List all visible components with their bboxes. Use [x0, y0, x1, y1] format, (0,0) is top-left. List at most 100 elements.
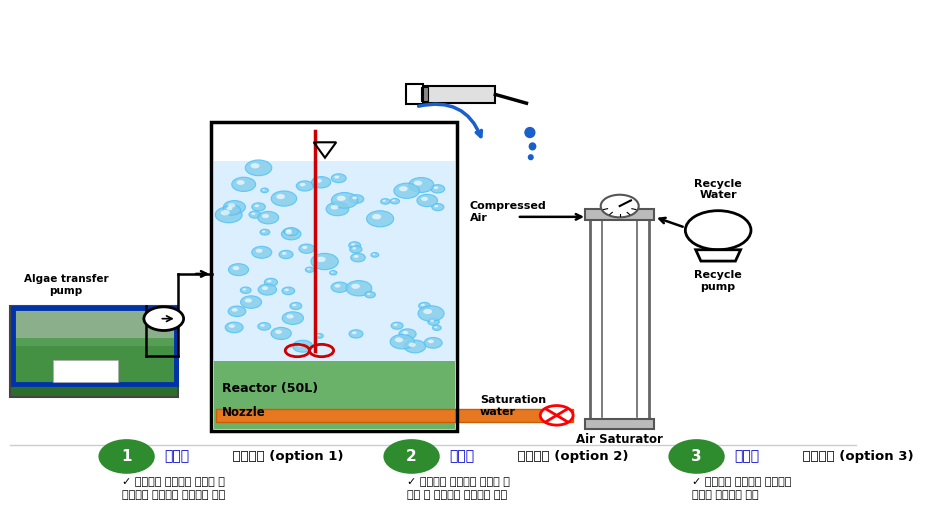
Circle shape — [290, 302, 302, 310]
Circle shape — [334, 284, 341, 287]
Circle shape — [372, 253, 375, 255]
Circle shape — [306, 267, 314, 272]
Circle shape — [351, 243, 355, 246]
Circle shape — [232, 177, 256, 191]
Circle shape — [245, 160, 271, 176]
Circle shape — [351, 253, 365, 262]
Bar — [406, 84, 423, 104]
Circle shape — [367, 293, 370, 295]
Circle shape — [282, 287, 294, 295]
Circle shape — [424, 338, 442, 348]
Circle shape — [307, 268, 310, 270]
Circle shape — [293, 340, 313, 352]
Circle shape — [232, 266, 239, 270]
Ellipse shape — [528, 154, 533, 160]
Circle shape — [350, 246, 362, 253]
Circle shape — [418, 306, 444, 321]
Circle shape — [349, 330, 363, 338]
Circle shape — [408, 177, 433, 192]
Circle shape — [241, 296, 261, 308]
Circle shape — [260, 324, 265, 327]
Bar — [585, 209, 655, 220]
Bar — [214, 361, 455, 429]
Circle shape — [311, 176, 331, 188]
Circle shape — [601, 195, 639, 217]
Circle shape — [284, 227, 298, 236]
Bar — [216, 408, 573, 422]
Circle shape — [332, 174, 346, 183]
Circle shape — [225, 322, 244, 333]
Bar — [10, 306, 179, 398]
Circle shape — [257, 323, 270, 330]
Circle shape — [349, 195, 364, 203]
Circle shape — [354, 255, 358, 258]
Circle shape — [244, 298, 252, 302]
Circle shape — [430, 320, 434, 322]
Circle shape — [287, 229, 292, 232]
Circle shape — [434, 326, 437, 328]
Circle shape — [404, 340, 426, 353]
Circle shape — [399, 186, 407, 191]
Circle shape — [251, 212, 256, 215]
Circle shape — [394, 183, 419, 199]
Circle shape — [285, 230, 289, 232]
Circle shape — [275, 330, 282, 334]
Bar — [591, 212, 649, 422]
Circle shape — [227, 207, 232, 210]
Bar — [424, 86, 495, 103]
Circle shape — [261, 188, 269, 193]
Text: 3: 3 — [691, 449, 702, 464]
Text: 동시에 주입하는 방안: 동시에 주입하는 방안 — [693, 490, 759, 500]
Text: 응집제: 응집제 — [734, 449, 759, 463]
Circle shape — [352, 247, 357, 250]
Circle shape — [417, 194, 437, 207]
Circle shape — [279, 250, 293, 258]
Circle shape — [276, 194, 285, 199]
Circle shape — [334, 176, 339, 178]
Circle shape — [262, 214, 269, 218]
Circle shape — [282, 228, 301, 240]
Circle shape — [260, 229, 269, 235]
Circle shape — [421, 197, 428, 201]
Text: 1: 1 — [121, 449, 131, 464]
Circle shape — [391, 322, 403, 329]
Circle shape — [365, 292, 375, 298]
Circle shape — [265, 278, 278, 286]
Circle shape — [390, 199, 399, 204]
Circle shape — [232, 308, 238, 312]
Circle shape — [432, 204, 444, 210]
Bar — [13, 308, 176, 385]
Text: ✓ 반응조에 응집제와 기포수를: ✓ 반응조에 응집제와 기포수를 — [693, 477, 792, 487]
Text: 주입방법 (option 2): 주입방법 (option 2) — [513, 450, 628, 463]
Circle shape — [271, 191, 296, 206]
Circle shape — [243, 288, 246, 291]
Text: 주입방법 (option 1): 주입방법 (option 1) — [228, 450, 344, 463]
Circle shape — [228, 306, 245, 316]
Circle shape — [326, 202, 349, 216]
Circle shape — [262, 286, 269, 290]
Circle shape — [282, 252, 287, 255]
Circle shape — [241, 287, 251, 294]
Circle shape — [428, 340, 434, 343]
Circle shape — [349, 242, 360, 249]
Circle shape — [423, 309, 432, 314]
Circle shape — [302, 246, 307, 249]
Circle shape — [220, 210, 230, 216]
Circle shape — [381, 199, 390, 204]
Circle shape — [249, 211, 261, 218]
Circle shape — [382, 200, 386, 202]
Bar — [53, 360, 118, 382]
Circle shape — [385, 440, 438, 473]
Circle shape — [428, 318, 439, 325]
Ellipse shape — [529, 142, 536, 150]
Circle shape — [372, 214, 382, 219]
Text: 응집제: 응집제 — [450, 449, 475, 463]
Circle shape — [258, 284, 277, 295]
Circle shape — [346, 281, 372, 296]
Bar — [585, 419, 655, 429]
Text: Saturation
water: Saturation water — [480, 396, 546, 417]
Circle shape — [299, 244, 315, 253]
Circle shape — [332, 271, 333, 273]
Circle shape — [311, 253, 338, 270]
Circle shape — [316, 333, 323, 338]
